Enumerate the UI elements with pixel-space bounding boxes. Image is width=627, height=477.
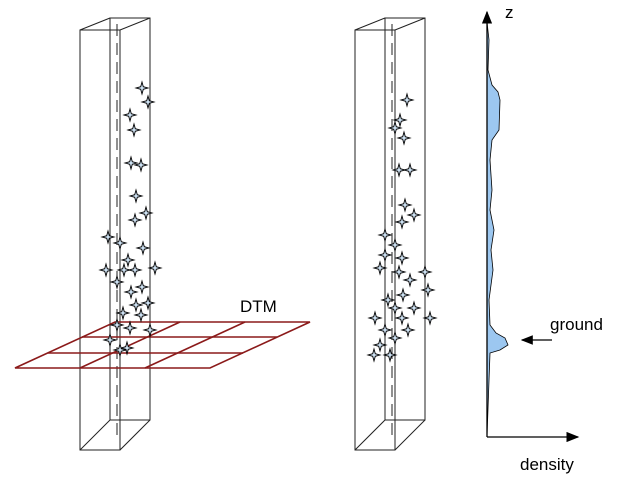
density-label: density [520, 455, 574, 474]
point [123, 155, 139, 171]
z-axis-label: z [505, 3, 514, 22]
point [387, 330, 403, 346]
point [392, 112, 408, 128]
point [400, 322, 416, 338]
points [98, 80, 438, 363]
point [100, 229, 116, 245]
point [112, 342, 128, 358]
point [128, 188, 144, 204]
point [402, 272, 418, 288]
ground-label: ground [550, 315, 603, 334]
point [391, 264, 407, 280]
point [406, 300, 422, 316]
point [372, 337, 388, 353]
point [115, 305, 131, 321]
point [377, 247, 393, 263]
point [366, 347, 382, 363]
point [135, 240, 151, 256]
point [127, 262, 143, 278]
point [142, 322, 158, 338]
point [109, 274, 125, 290]
point [126, 122, 142, 138]
point [394, 310, 410, 326]
point [123, 284, 139, 300]
point [119, 340, 135, 356]
point [102, 332, 118, 348]
point [134, 279, 150, 295]
point [422, 310, 438, 326]
point [116, 262, 132, 278]
point [133, 157, 149, 173]
point [394, 214, 410, 230]
point [420, 282, 436, 298]
point [140, 295, 156, 311]
density-curve [486, 21, 509, 438]
point [387, 120, 403, 136]
point [372, 260, 388, 276]
point [417, 264, 433, 280]
right-column [354, 17, 426, 451]
point [134, 80, 150, 96]
point [133, 307, 149, 323]
point [387, 300, 403, 316]
point [387, 237, 403, 253]
point [402, 162, 418, 178]
point [394, 250, 410, 266]
point [397, 197, 413, 213]
point [147, 260, 163, 276]
dtm-label: DTM [240, 297, 277, 316]
dtm-grid [14, 321, 311, 369]
point [112, 235, 128, 251]
point [380, 292, 396, 308]
point [377, 227, 393, 243]
point [122, 107, 138, 123]
point [122, 320, 138, 336]
point [109, 317, 125, 333]
point [382, 347, 398, 363]
point [391, 162, 407, 178]
point [406, 207, 422, 223]
point [98, 262, 114, 278]
point [140, 94, 156, 110]
point [127, 212, 143, 228]
point [395, 287, 411, 303]
point [120, 252, 136, 268]
point [138, 205, 154, 221]
point [399, 92, 415, 108]
point [367, 310, 383, 326]
point [128, 297, 144, 313]
left-column [79, 17, 151, 451]
point [396, 130, 412, 146]
point [377, 322, 393, 338]
